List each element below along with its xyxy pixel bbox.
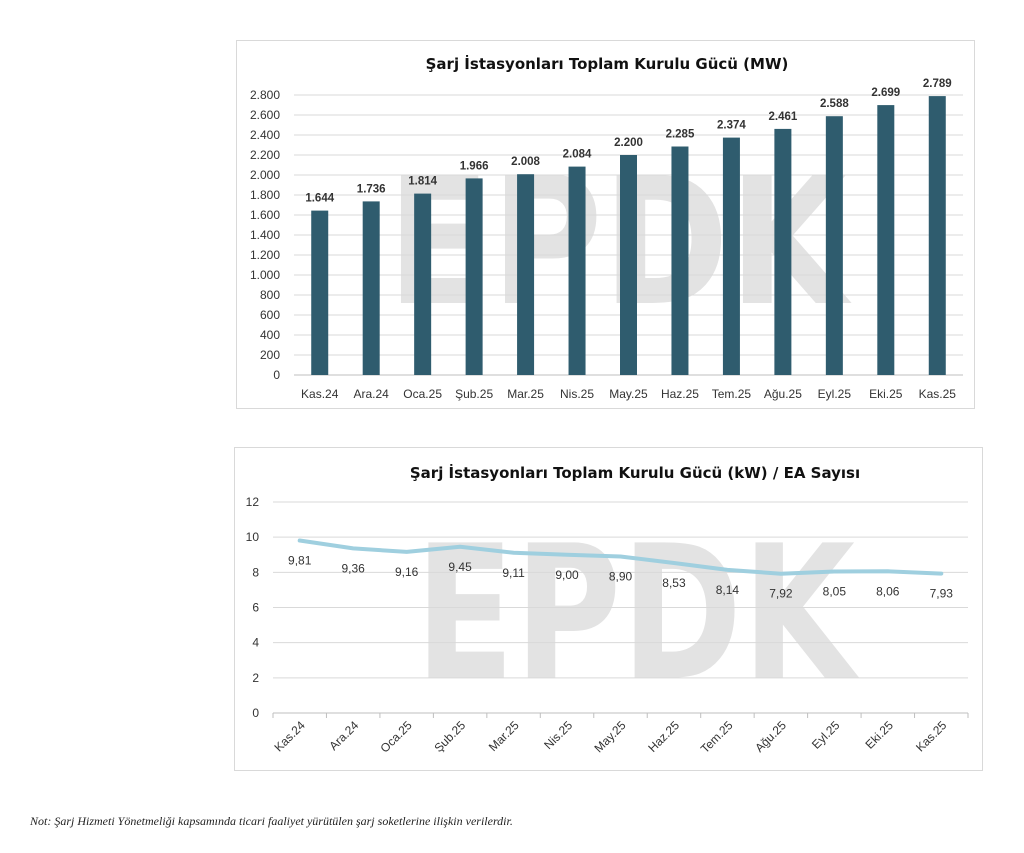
y-tick-label: 400 bbox=[260, 328, 280, 342]
data-label: 1.814 bbox=[408, 176, 437, 188]
x-tick-label: May.25 bbox=[592, 718, 629, 755]
x-tick-label: Ağu.25 bbox=[764, 387, 802, 401]
x-tick-label: May.25 bbox=[609, 387, 648, 401]
bar bbox=[671, 146, 689, 375]
x-tick-label: Şub.25 bbox=[431, 718, 468, 755]
watermark-text: EPDK bbox=[387, 140, 852, 345]
y-tick-label: 2.600 bbox=[250, 108, 280, 122]
chart-title: Şarj İstasyonları Toplam Kurulu Gücü (kW… bbox=[410, 463, 860, 482]
y-tick-label: 10 bbox=[246, 530, 260, 544]
bar-chart: EPDK Şarj İstasyonları Toplam Kurulu Güc… bbox=[250, 54, 963, 401]
data-label: 9,00 bbox=[555, 568, 579, 582]
y-tick-label: 2.000 bbox=[250, 168, 280, 182]
x-tick-label: Şub.25 bbox=[455, 387, 493, 401]
data-label: 2.200 bbox=[614, 137, 643, 149]
bar bbox=[877, 105, 895, 375]
x-tick-label: Oca.25 bbox=[378, 718, 415, 755]
bar bbox=[414, 193, 432, 375]
y-tick-label: 0 bbox=[252, 706, 259, 720]
y-tick-label: 1.000 bbox=[250, 268, 280, 282]
bar bbox=[465, 178, 483, 375]
x-tick-label: Eki.25 bbox=[869, 387, 903, 401]
bar bbox=[722, 137, 740, 375]
x-tick-label: Haz.25 bbox=[645, 718, 682, 755]
y-tick-label: 8 bbox=[252, 565, 259, 579]
x-tick-label: Nis.25 bbox=[560, 387, 594, 401]
data-label: 2.699 bbox=[871, 87, 900, 99]
data-label: 2.084 bbox=[563, 149, 592, 161]
bar bbox=[825, 116, 843, 375]
data-label: 9,81 bbox=[288, 554, 312, 568]
x-tick-label: Tem.25 bbox=[698, 718, 736, 756]
watermark-text: EPDK bbox=[415, 505, 860, 722]
data-label: 2.789 bbox=[923, 78, 952, 90]
y-tick-label: 1.600 bbox=[250, 208, 280, 222]
x-tick-label: Kas.25 bbox=[913, 718, 950, 755]
x-tick-label: Mar.25 bbox=[486, 718, 522, 754]
data-label: 2.008 bbox=[511, 156, 540, 168]
chart-title: Şarj İstasyonları Toplam Kurulu Gücü (MW… bbox=[426, 54, 789, 73]
y-tick-label: 2.800 bbox=[250, 88, 280, 102]
bar bbox=[774, 128, 792, 375]
footnote: Not: Şarj Hizmeti Yönetmeliği kapsamında… bbox=[30, 814, 513, 828]
y-tick-label: 4 bbox=[252, 636, 259, 650]
bar bbox=[517, 174, 535, 375]
x-tick-label: Kas.25 bbox=[919, 387, 957, 401]
data-label: 7,93 bbox=[930, 587, 954, 601]
data-label: 8,05 bbox=[823, 584, 847, 598]
bar bbox=[568, 166, 586, 375]
y-tick-label: 2.400 bbox=[250, 128, 280, 142]
y-tick-label: 1.400 bbox=[250, 228, 280, 242]
y-tick-label: 6 bbox=[252, 601, 259, 615]
data-label: 8,90 bbox=[609, 570, 633, 584]
x-tick-label: Eyl.25 bbox=[818, 387, 852, 401]
data-label: 9,45 bbox=[448, 560, 472, 574]
x-tick-label: Ara.24 bbox=[354, 387, 390, 401]
bar bbox=[362, 201, 380, 375]
data-label: 2.285 bbox=[666, 129, 695, 141]
data-label: 9,36 bbox=[342, 561, 366, 575]
data-label: 1.736 bbox=[357, 183, 386, 195]
y-tick-label: 1.800 bbox=[250, 188, 280, 202]
x-tick-label: Nis.25 bbox=[541, 718, 575, 752]
x-tick-label: Eyl.25 bbox=[809, 718, 843, 752]
data-label: 8,06 bbox=[876, 584, 900, 598]
data-label: 8,14 bbox=[716, 583, 740, 597]
y-tick-label: 200 bbox=[260, 348, 280, 362]
x-tick-label: Haz.25 bbox=[661, 387, 699, 401]
y-tick-label: 600 bbox=[260, 308, 280, 322]
data-label: 7,92 bbox=[769, 587, 793, 601]
x-tick-label: Tem.25 bbox=[712, 387, 752, 401]
bar bbox=[928, 96, 946, 375]
x-tick-label: Eki.25 bbox=[862, 718, 896, 752]
y-tick-label: 12 bbox=[246, 495, 260, 509]
y-tick-label: 1.200 bbox=[250, 248, 280, 262]
data-label: 8,53 bbox=[662, 576, 686, 590]
y-tick-label: 2 bbox=[252, 671, 259, 685]
data-label: 2.374 bbox=[717, 120, 746, 132]
line-chart-panel: EPDK Şarj İstasyonları Toplam Kurulu Güc… bbox=[234, 447, 983, 771]
data-label: 2.588 bbox=[820, 98, 849, 110]
y-tick-label: 0 bbox=[273, 368, 280, 382]
x-tick-label: Kas.24 bbox=[301, 387, 339, 401]
y-tick-label: 800 bbox=[260, 288, 280, 302]
x-tick-label: Ağu.25 bbox=[752, 718, 789, 755]
line-chart: EPDK Şarj İstasyonları Toplam Kurulu Güc… bbox=[246, 463, 969, 756]
bar bbox=[311, 210, 329, 375]
bar bbox=[620, 155, 637, 375]
x-tick-label: Ara.24 bbox=[326, 718, 361, 753]
data-label: 2.461 bbox=[768, 111, 797, 123]
data-label: 1.966 bbox=[460, 160, 489, 172]
x-tick-label: Kas.24 bbox=[272, 718, 309, 755]
x-tick-label: Oca.25 bbox=[403, 387, 442, 401]
bar-chart-panel: EPDK Şarj İstasyonları Toplam Kurulu Güc… bbox=[236, 40, 975, 409]
data-label: 1.644 bbox=[305, 193, 334, 205]
x-tick-label: Mar.25 bbox=[507, 387, 544, 401]
series-line bbox=[297, 538, 944, 576]
y-tick-label: 2.200 bbox=[250, 148, 280, 162]
data-label: 9,16 bbox=[395, 565, 419, 579]
data-label: 9,11 bbox=[502, 566, 525, 580]
